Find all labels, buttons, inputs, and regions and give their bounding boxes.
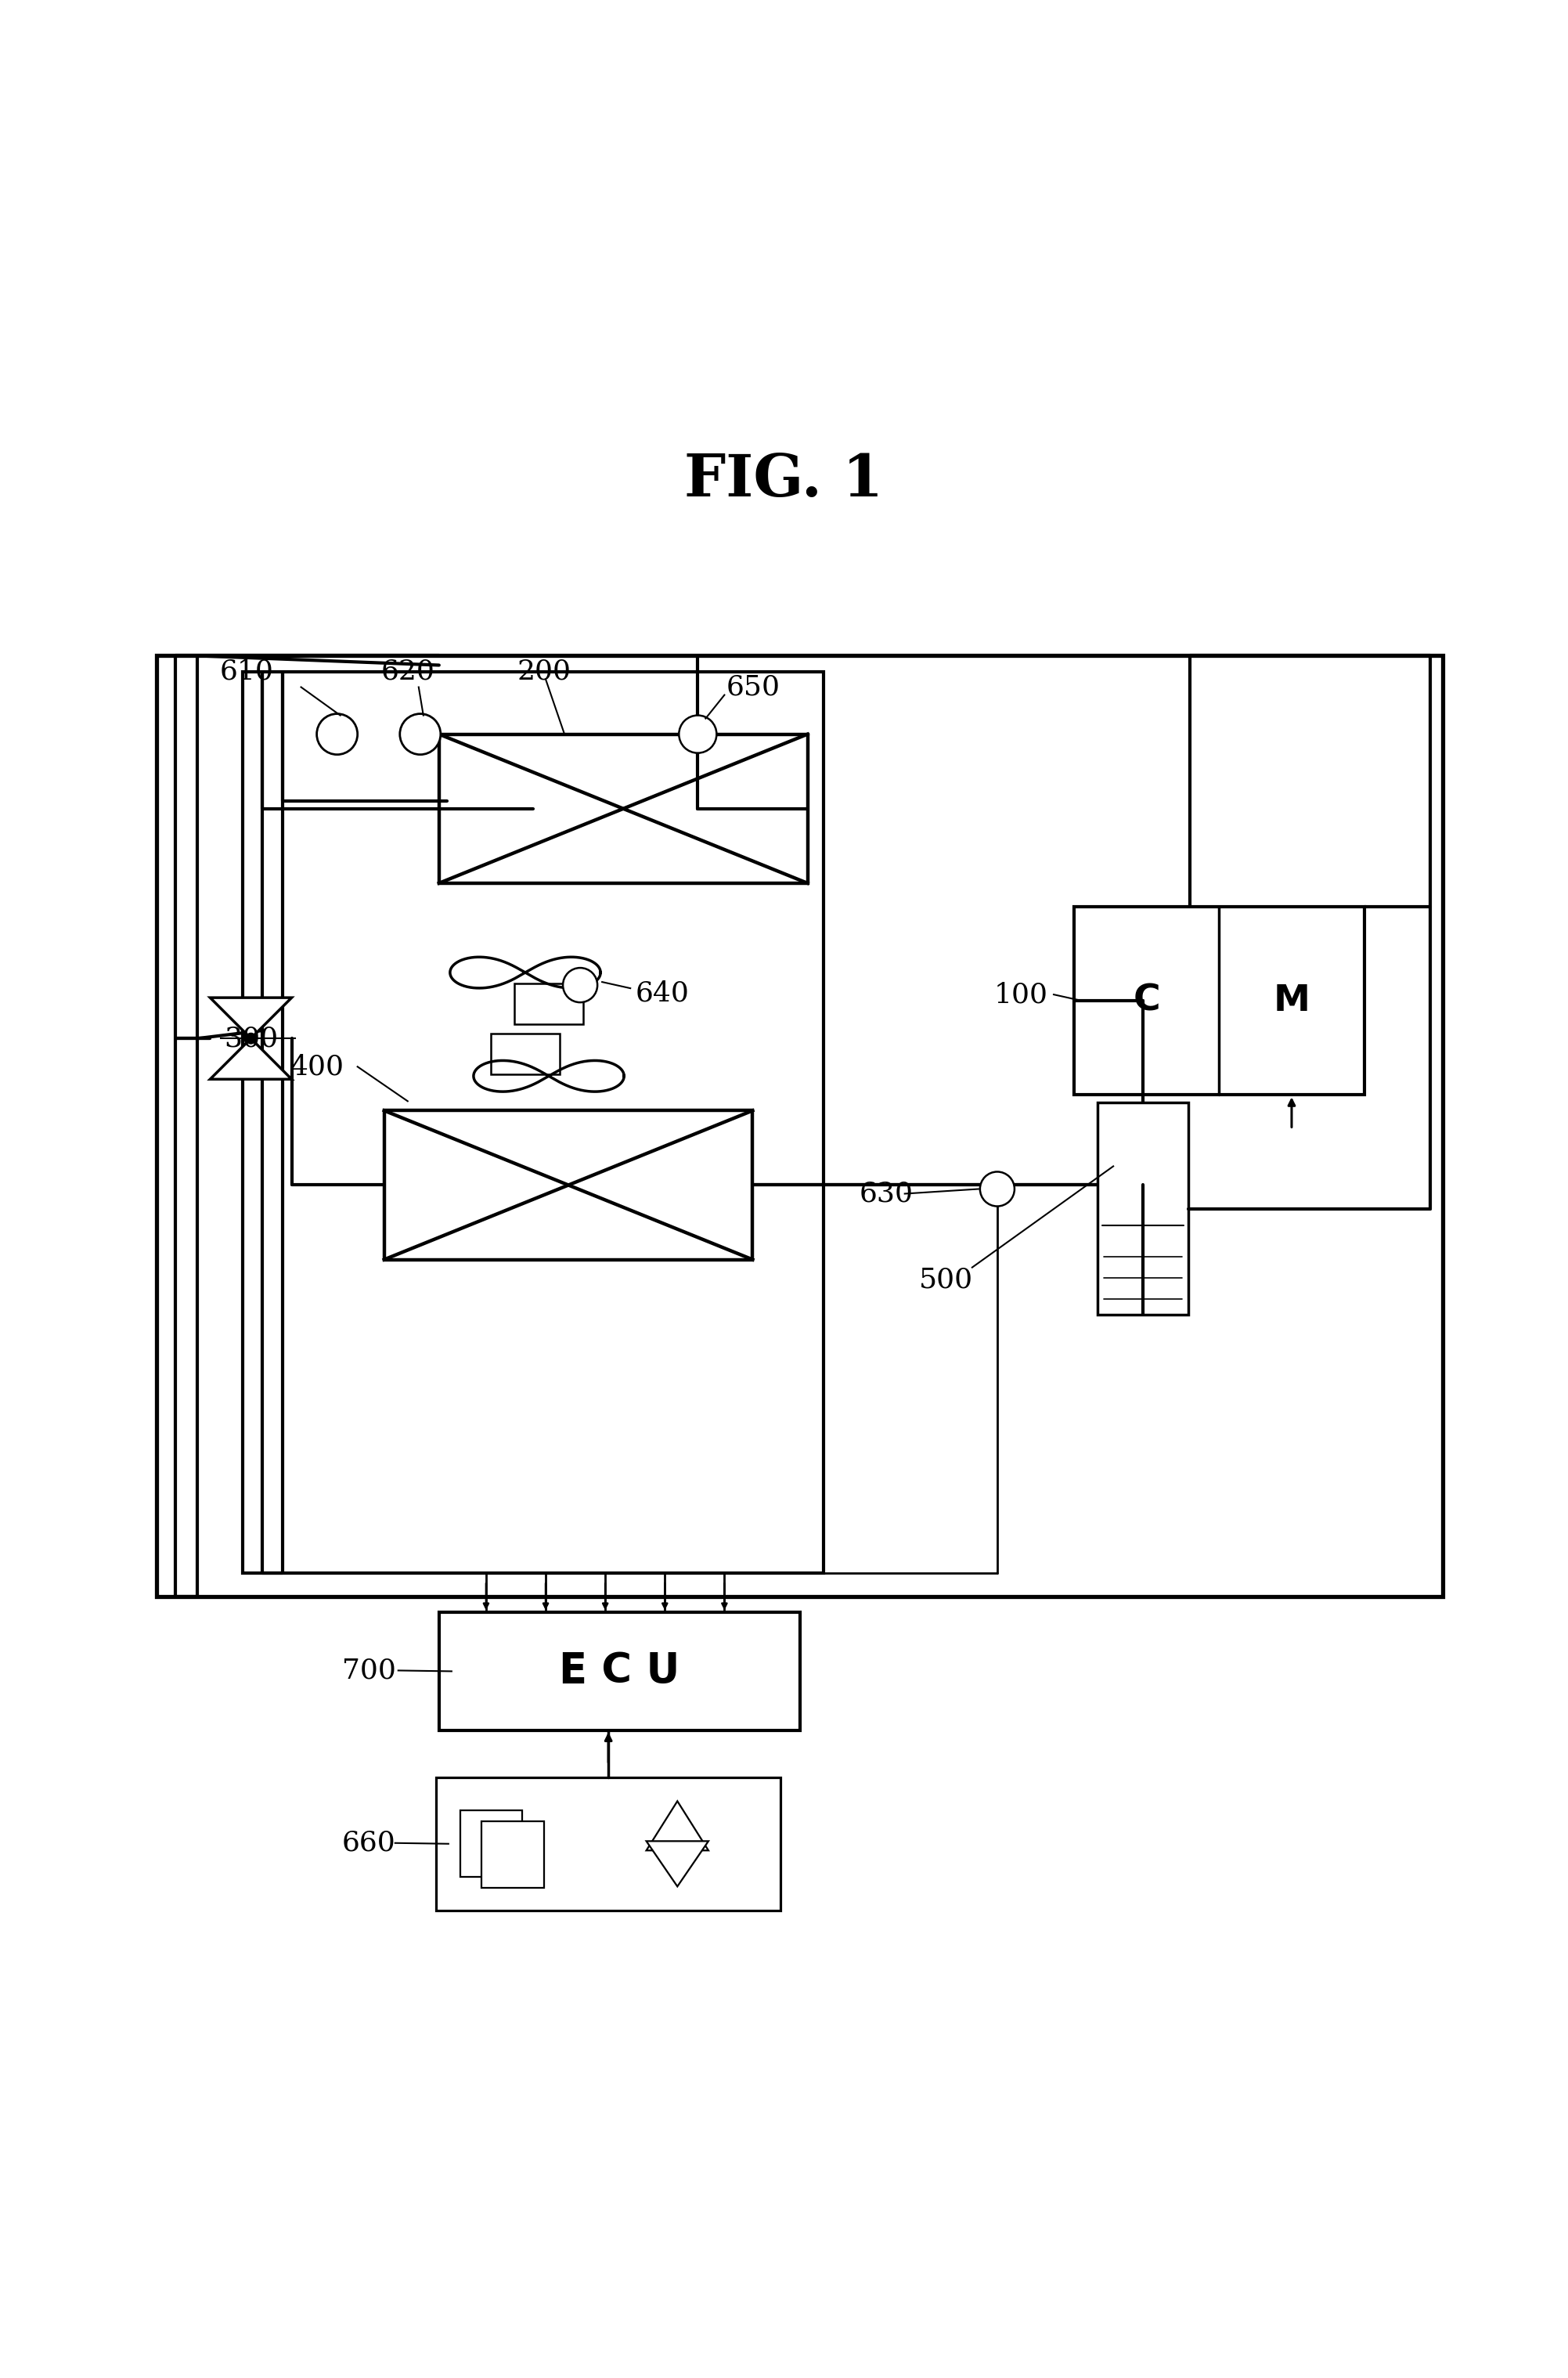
Polygon shape [210,999,292,1039]
Text: 400: 400 [290,1053,343,1080]
Text: 630: 630 [859,1179,913,1208]
Text: 650: 650 [726,673,779,702]
Text: E C U: E C U [558,1650,681,1691]
Bar [243,671,823,1574]
Bar [514,984,583,1025]
Bar [481,1822,544,1888]
Text: 620: 620 [381,659,434,685]
Text: 500: 500 [919,1267,974,1294]
Circle shape [563,968,597,1004]
Bar [459,1810,522,1876]
Polygon shape [646,1841,709,1886]
Bar [439,1612,800,1731]
Text: FIG. 1: FIG. 1 [685,452,883,509]
Circle shape [317,713,358,754]
Text: C: C [1134,982,1160,1018]
Bar [1098,1103,1189,1315]
Text: 640: 640 [635,980,688,1006]
Text: M: M [1273,982,1309,1018]
Bar [439,735,808,882]
Bar [157,656,1443,1596]
Polygon shape [210,1039,292,1080]
Text: 200: 200 [517,659,571,685]
Bar [491,1034,560,1075]
Circle shape [980,1172,1014,1206]
Bar [384,1111,753,1260]
Text: 100: 100 [994,982,1047,1008]
Text: 610: 610 [220,659,273,685]
Bar [436,1776,781,1910]
Text: 660: 660 [342,1829,395,1857]
Text: 700: 700 [342,1657,395,1684]
Circle shape [400,713,441,754]
Bar [1074,906,1364,1094]
Polygon shape [646,1800,709,1850]
Circle shape [679,716,717,754]
Circle shape [246,1032,256,1044]
Text: 300: 300 [224,1025,279,1051]
